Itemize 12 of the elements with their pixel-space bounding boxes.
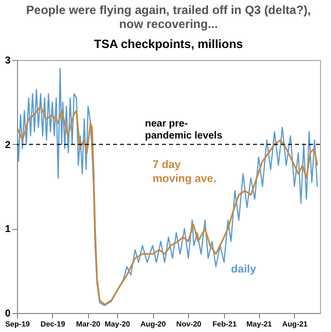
text: now recovering... — [119, 17, 218, 31]
series-label: daily — [231, 263, 257, 276]
y-tick-label: 3 — [4, 56, 11, 66]
y-tick-label: 0 — [4, 308, 11, 320]
text: 7 day moving ave. — [152, 159, 216, 185]
ref-line-label: near pre-pandemic levels — [145, 118, 223, 142]
line-series — [17, 106, 318, 306]
line-series — [17, 68, 318, 306]
y-tick-label: 1 — [4, 224, 11, 236]
y-tick-label: 2 — [4, 140, 11, 151]
chart-subtitle: TSA checkpoints, millions — [94, 37, 244, 51]
text: People were flying again, trailed off in Q3 (delta?), — [26, 3, 311, 17]
